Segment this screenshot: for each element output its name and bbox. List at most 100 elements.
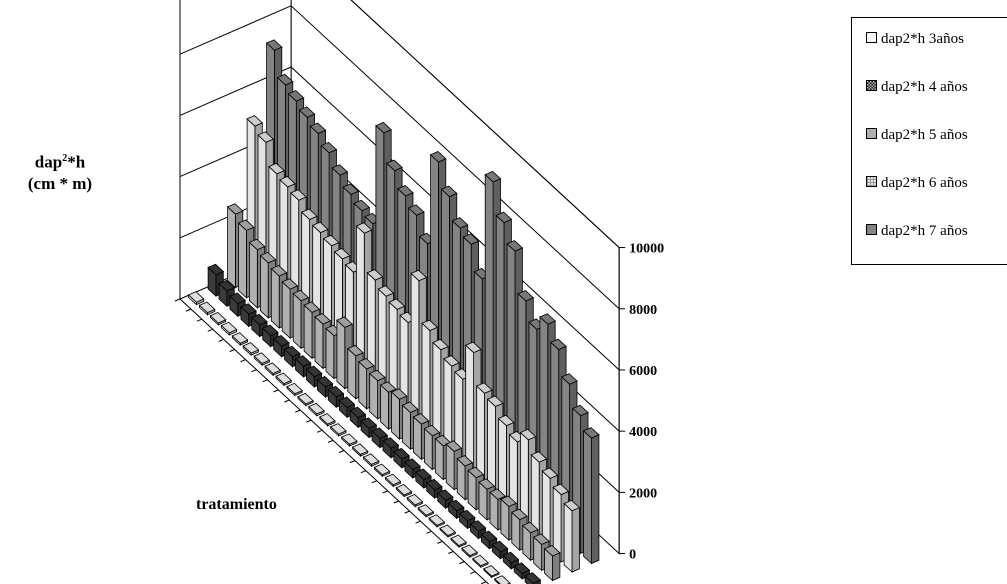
category-tick: [316, 429, 323, 433]
legend-item: dap2*h 7 años: [866, 223, 968, 240]
bar: [447, 499, 465, 520]
category-tick: [371, 480, 377, 484]
bar: [329, 423, 347, 437]
legend-label: dap2*h 3años: [881, 31, 964, 47]
bar: [314, 313, 332, 370]
bar: [563, 499, 581, 573]
bar: [582, 427, 600, 565]
bar: [395, 484, 413, 498]
category-tick: [404, 510, 410, 514]
category-tick: [437, 540, 443, 544]
value-tick-label: 10000: [629, 242, 664, 257]
bar: [220, 321, 238, 336]
legend-item: dap2*h 6 años: [866, 175, 968, 192]
bar: [362, 453, 380, 468]
legend-swatch: [866, 128, 877, 139]
value-tick-label: 8000: [629, 303, 657, 318]
value-tick-label: 2000: [629, 486, 657, 501]
bar: [351, 443, 369, 458]
bar: [513, 562, 531, 580]
gridline: [350, 0, 620, 248]
category-tick: [218, 338, 224, 342]
bar: [428, 514, 446, 528]
category-tick: [448, 551, 454, 554]
bar: [436, 489, 454, 510]
bar: [286, 382, 303, 397]
bars-group: [187, 39, 600, 584]
bar: [308, 402, 325, 417]
x-axis-title: tratamiento: [196, 496, 277, 513]
bar: [275, 372, 293, 387]
bar: [253, 352, 271, 367]
legend-swatch: [866, 80, 877, 91]
bar: [207, 263, 225, 298]
bar: [524, 572, 542, 584]
bar: [198, 301, 216, 316]
bar: [340, 433, 358, 447]
legend-swatch: [866, 176, 877, 187]
category-tick: [295, 409, 301, 413]
bar: [491, 540, 509, 560]
bar: [319, 413, 336, 427]
category-tick: [415, 520, 421, 524]
value-tick-label: 0: [629, 548, 636, 563]
bar: [231, 332, 249, 346]
category-tick: [207, 328, 213, 332]
category-tick: [459, 561, 465, 565]
legend-item: dap2*h 4 años: [866, 79, 968, 96]
value-axis: 0 2000 4000 6000 8000 10000: [618, 242, 664, 563]
legend-label: dap2*h 7 años: [881, 223, 968, 239]
bar: [493, 575, 511, 584]
bar: [417, 504, 435, 518]
category-tick: [393, 500, 399, 504]
gridline: [179, 5, 620, 310]
bar: [336, 316, 353, 390]
bar: [472, 554, 489, 569]
category-tick: [251, 369, 257, 373]
category-tick: [306, 419, 312, 423]
value-tick-label: 6000: [629, 364, 657, 379]
category-tick: [480, 581, 487, 584]
bar: [406, 493, 424, 508]
legend-item: dap2*h 3años: [866, 31, 964, 48]
category-tick: [284, 399, 290, 403]
bar: [259, 251, 277, 319]
category-tick: [174, 298, 181, 302]
bar: [264, 362, 282, 377]
legend-label: dap2*h 6 años: [881, 175, 968, 191]
bar: [187, 291, 205, 306]
bar: [439, 524, 457, 538]
bar: [450, 534, 467, 548]
category-tick: [338, 450, 345, 453]
legend-label: dap2*h 5 años: [881, 127, 968, 143]
category-tick: [185, 308, 192, 312]
legend: dap2*h 3años dap2*h 4 años dap2*h 5 años da…: [851, 17, 1007, 265]
category-tick: [426, 530, 432, 534]
category-tick: [262, 379, 268, 383]
legend-swatch: [866, 224, 877, 235]
bar: [384, 473, 402, 488]
bar: [242, 342, 260, 357]
value-tick-label: 4000: [629, 425, 657, 440]
category-tick: [273, 389, 279, 393]
category-tick: [382, 490, 388, 494]
legend-swatch: [866, 32, 877, 43]
category-tick: [360, 470, 367, 474]
legend-label: dap2*h 4 años: [881, 79, 968, 95]
category-tick: [240, 359, 246, 363]
bar: [209, 312, 227, 326]
bar: [461, 544, 478, 559]
bar: [297, 392, 314, 407]
category-tick: [349, 460, 356, 464]
bar: [543, 545, 561, 582]
bar: [483, 565, 500, 579]
category-tick: [196, 318, 203, 322]
y-axis-title: dap2*h (cm * m): [27, 152, 93, 193]
legend-item: dap2*h 5 años: [866, 127, 968, 144]
bar: [458, 509, 476, 530]
category-tick: [327, 439, 334, 443]
category-tick: [229, 349, 235, 352]
bar: [373, 463, 391, 478]
category-tick: [470, 571, 476, 575]
